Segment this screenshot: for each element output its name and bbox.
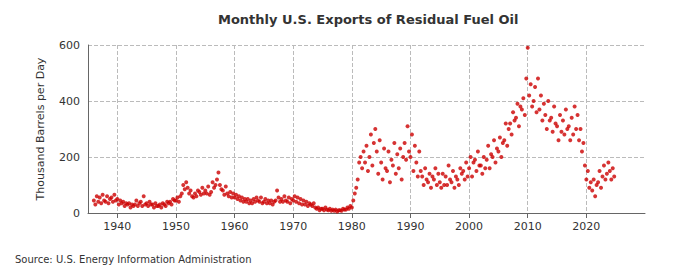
svg-text:1980: 1980	[338, 220, 366, 233]
svg-text:2020: 2020	[572, 220, 600, 233]
svg-text:400: 400	[59, 95, 80, 108]
svg-text:1940: 1940	[103, 220, 131, 233]
svg-text:1970: 1970	[279, 220, 307, 233]
svg-text:Thousand Barrels per Day: Thousand Barrels per Day	[34, 57, 47, 201]
svg-text:1990: 1990	[396, 220, 424, 233]
svg-text:600: 600	[59, 39, 80, 52]
svg-text:200: 200	[59, 151, 80, 164]
svg-text:1960: 1960	[221, 220, 249, 233]
svg-text:2010: 2010	[514, 220, 542, 233]
svg-text:Monthly U.S. Exports of Residu: Monthly U.S. Exports of Residual Fuel Oi…	[218, 12, 518, 27]
svg-text:0: 0	[73, 207, 80, 220]
svg-text:2000: 2000	[455, 220, 483, 233]
svg-text:Source: U.S. Energy Informatio: Source: U.S. Energy Information Administ…	[15, 254, 252, 265]
svg-text:1950: 1950	[162, 220, 190, 233]
